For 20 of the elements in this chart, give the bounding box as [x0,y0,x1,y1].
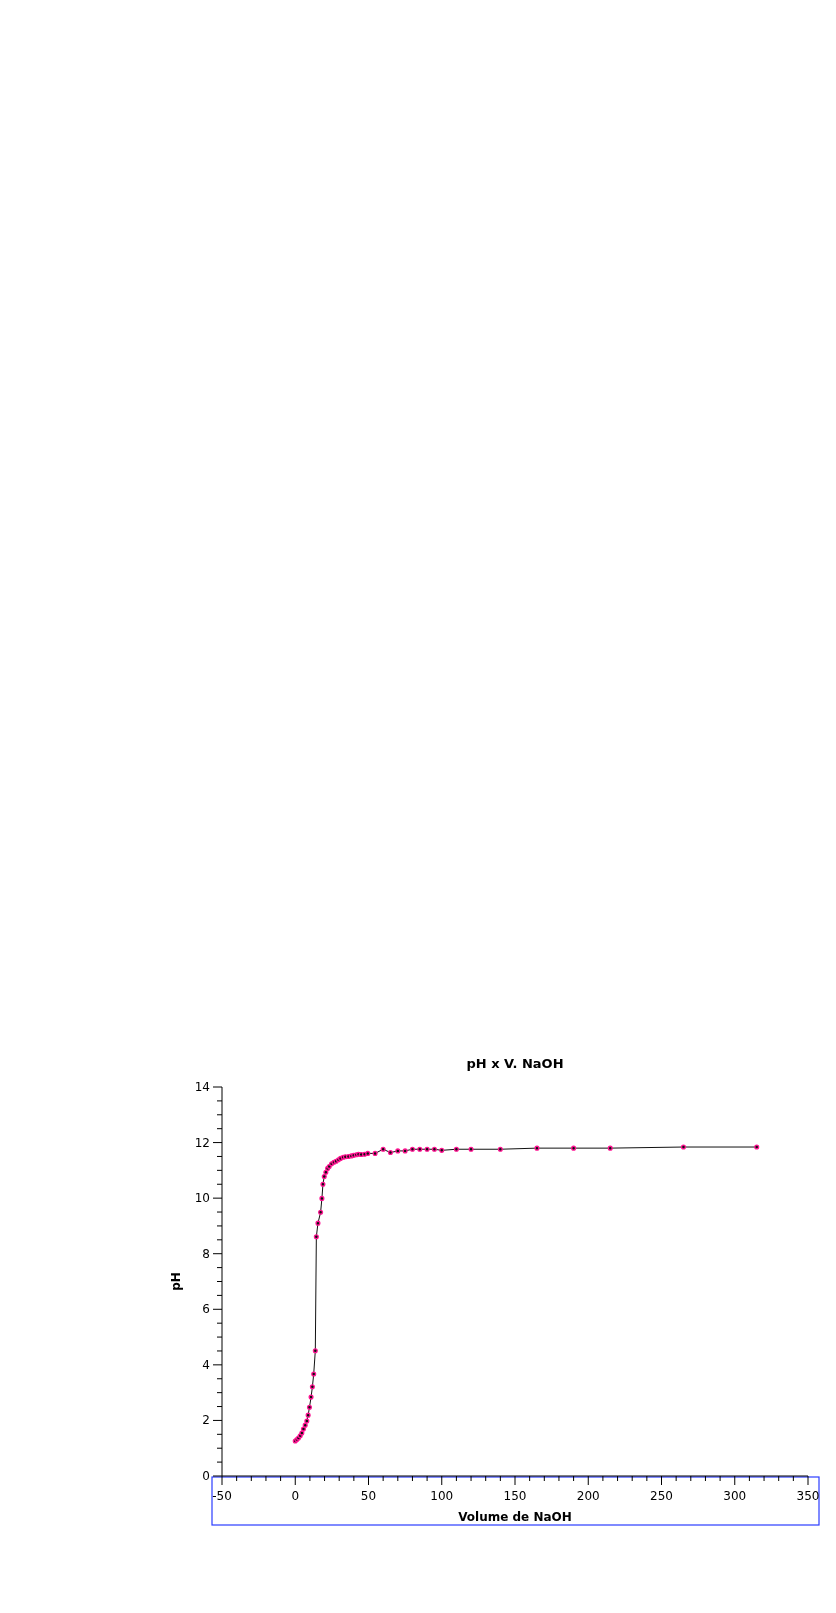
y-axis-title: pH [169,1272,183,1291]
y-tick-label: 4 [202,1357,210,1372]
x-axis-title: Volume de NaOH [458,1510,572,1524]
y-tick-label: 8 [202,1246,210,1261]
x-tick-label: 50 [360,1489,377,1503]
y-tick-label: 0 [202,1469,210,1483]
x-tick-label: 350 [796,1489,820,1503]
y-tick-label: 6 [202,1302,210,1317]
x-tick-label: 0 [291,1489,300,1503]
x-tick-label: 250 [650,1489,673,1503]
y-tick-label: 2 [202,1413,210,1428]
x-tick-label: 150 [503,1489,527,1503]
y-tick-label: 12 [194,1135,210,1150]
chart-title: pH x V. NaOH [466,1056,564,1071]
y-tick-label: 14 [194,1080,210,1094]
y-tick-label: 10 [194,1191,210,1206]
x-tick-label: 100 [430,1489,454,1503]
x-tick-label: 300 [723,1489,747,1503]
x-tick-label: -50 [212,1489,232,1503]
x-tick-label: 200 [576,1489,600,1503]
